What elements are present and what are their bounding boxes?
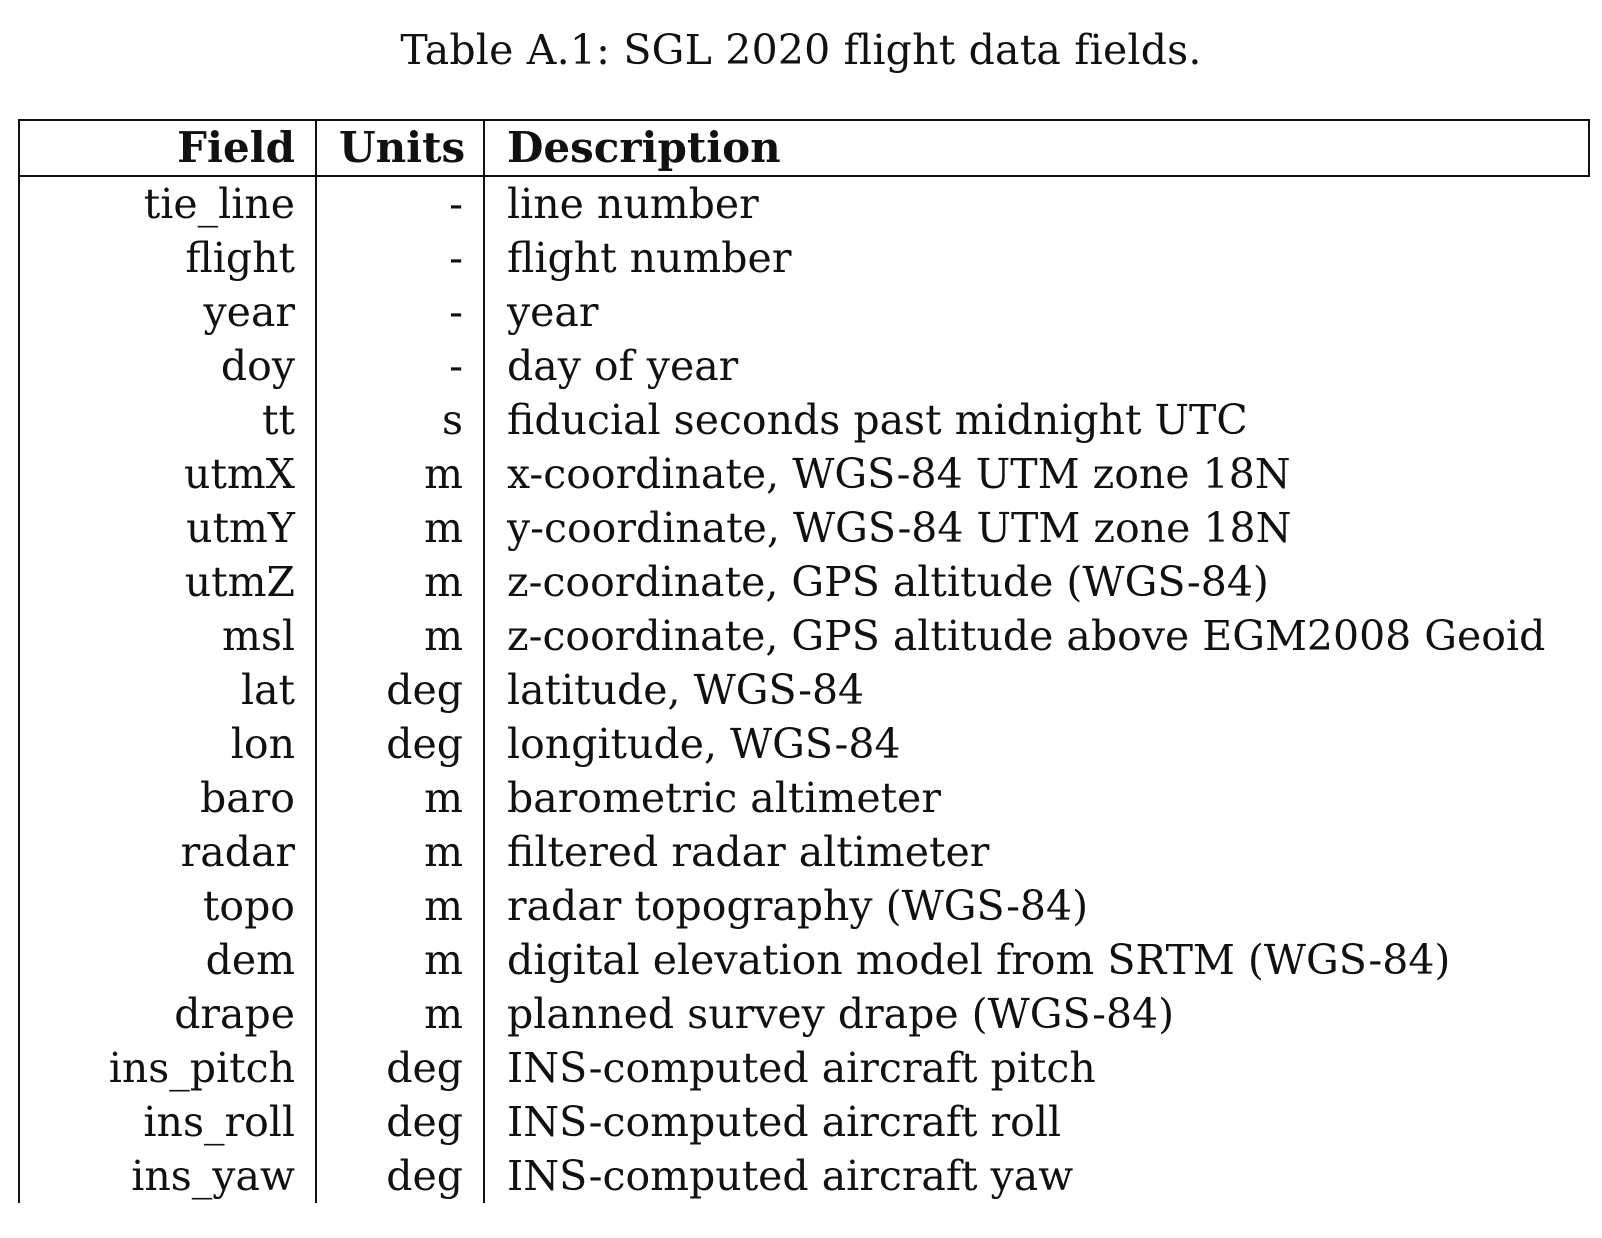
cell-field: topo — [18, 879, 317, 933]
table-row: ins_yaw deg INS-computed aircraft yaw — [18, 1149, 1589, 1203]
table-row: baro m barometric altimeter — [18, 771, 1589, 825]
cell-field: radar — [18, 825, 317, 879]
header-description: Description — [484, 120, 1590, 176]
cell-description: digital elevation model from SRTM (WGS-8… — [507, 936, 1451, 984]
cell-description: radar topography (WGS-84) — [507, 882, 1089, 930]
table-row: ins_pitch deg INS-computed aircraft pitch — [18, 1041, 1589, 1095]
table-row: lon deg longitude, WGS-84 — [18, 717, 1589, 771]
cell-units: s — [316, 393, 485, 447]
table-row: msl m z-coordinate, GPS altitude above EGM… — [18, 609, 1589, 663]
flight-data-fields-table: Field Units Description tie_line - line nu… — [18, 119, 1590, 1203]
header-field: Field — [18, 120, 317, 176]
table-row: utmY m y-coordinate, WGS-84 UTM zone 18N — [18, 501, 1589, 555]
cell-units: - — [316, 231, 485, 285]
cell-field: drape — [18, 987, 317, 1041]
cell-description: y-coordinate, WGS-84 UTM zone 18N — [507, 504, 1292, 552]
cell-description: longitude, WGS-84 — [507, 720, 901, 768]
table-row: ins_roll deg INS-computed aircraft roll — [18, 1095, 1589, 1149]
table-row: year - year — [18, 285, 1589, 339]
cell-field: year — [18, 285, 317, 339]
cell-field: utmZ — [18, 555, 317, 609]
table-row: flight - flight number — [18, 231, 1589, 285]
cell-field: utmY — [18, 501, 317, 555]
table-row: utmZ m z-coordinate, GPS altitude (WGS-84) — [18, 555, 1589, 609]
cell-field: doy — [18, 339, 317, 393]
cell-units: m — [316, 447, 485, 501]
cell-units: m — [316, 771, 485, 825]
header-units: Units — [316, 120, 485, 176]
cell-units: m — [316, 609, 485, 663]
cell-description: fiducial seconds past midnight UTC — [507, 396, 1248, 444]
cell-description: flight number — [507, 234, 792, 282]
cell-field: flight — [18, 231, 317, 285]
cell-field: lon — [18, 717, 317, 771]
cell-field: tt — [18, 393, 317, 447]
cell-description: line number — [507, 180, 759, 228]
cell-description: INS-computed aircraft pitch — [507, 1044, 1096, 1092]
cell-units: - — [316, 176, 485, 231]
cell-units: m — [316, 987, 485, 1041]
table-row: tie_line - line number — [18, 176, 1589, 231]
cell-field: ins_pitch — [18, 1041, 317, 1095]
cell-units: deg — [316, 1041, 485, 1095]
cell-units: m — [316, 555, 485, 609]
table-row: topo m radar topography (WGS-84) — [18, 879, 1589, 933]
cell-field: dem — [18, 933, 317, 987]
cell-description: barometric altimeter — [507, 774, 941, 822]
cell-description: INS-computed aircraft yaw — [507, 1152, 1074, 1200]
cell-description: latitude, WGS-84 — [507, 666, 865, 714]
cell-description: planned survey drape (WGS-84) — [507, 990, 1175, 1038]
table-caption: Table A.1: SGL 2020 flight data fields. — [400, 26, 1202, 74]
table-row: doy - day of year — [18, 339, 1589, 393]
table-row: drape m planned survey drape (WGS-84) — [18, 987, 1589, 1041]
cell-units: - — [316, 339, 485, 393]
table-header-row: Field Units Description — [18, 120, 1590, 176]
cell-field: tie_line — [18, 176, 317, 231]
cell-units: deg — [316, 663, 485, 717]
cell-units: - — [316, 285, 485, 339]
table-body: tie_line - line number flight - flight number… — [18, 176, 1589, 1203]
cell-description: z-coordinate, GPS altitude (WGS-84) — [507, 558, 1269, 606]
cell-field: ins_roll — [18, 1095, 317, 1149]
cell-description: year — [507, 288, 599, 336]
cell-description: INS-computed aircraft roll — [507, 1098, 1062, 1146]
table-row: radar m filtered radar altimeter — [18, 825, 1589, 879]
table-row: lat deg latitude, WGS-84 — [18, 663, 1589, 717]
cell-field: utmX — [18, 447, 317, 501]
table-row: tt s fiducial seconds past midnight UTC — [18, 393, 1589, 447]
cell-field: baro — [18, 771, 317, 825]
cell-field: msl — [18, 609, 317, 663]
cell-units: m — [316, 825, 485, 879]
cell-units: m — [316, 933, 485, 987]
cell-description: filtered radar altimeter — [507, 828, 990, 876]
cell-field: lat — [18, 663, 317, 717]
table-row: utmX m x-coordinate, WGS-84 UTM zone 18N — [18, 447, 1589, 501]
cell-units: deg — [316, 1095, 485, 1149]
cell-description: day of year — [507, 342, 739, 390]
table-row: dem m digital elevation model from SRTM (W… — [18, 933, 1589, 987]
cell-units: deg — [316, 1149, 485, 1203]
cell-units: m — [316, 879, 485, 933]
cell-units: m — [316, 501, 485, 555]
cell-description: x-coordinate, WGS-84 UTM zone 18N — [507, 450, 1291, 498]
cell-description: z-coordinate, GPS altitude above EGM2008… — [507, 612, 1546, 660]
cell-field: ins_yaw — [18, 1149, 317, 1203]
cell-units: deg — [316, 717, 485, 771]
